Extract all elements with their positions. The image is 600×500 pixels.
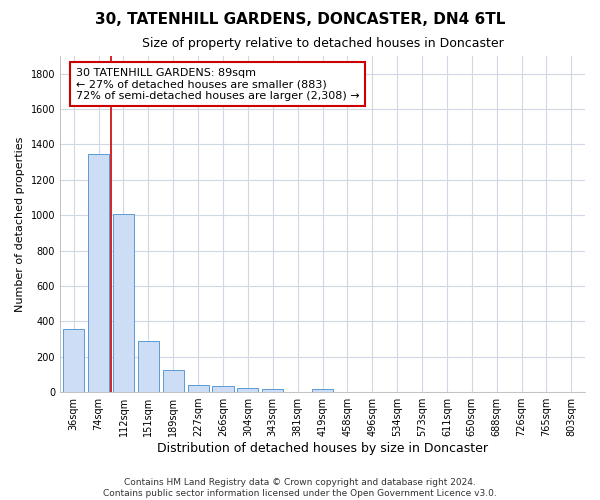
Bar	[88, 154, 109, 392]
X-axis label: Distribution of detached houses by size in Doncaster: Distribution of detached houses by size …	[157, 442, 488, 455]
Bar	[238, 388, 259, 392]
Title: Size of property relative to detached houses in Doncaster: Size of property relative to detached ho…	[142, 38, 503, 51]
Bar	[138, 341, 159, 392]
Text: 30 TATENHILL GARDENS: 89sqm
← 27% of detached houses are smaller (883)
72% of se: 30 TATENHILL GARDENS: 89sqm ← 27% of det…	[76, 68, 359, 101]
Text: 30, TATENHILL GARDENS, DONCASTER, DN4 6TL: 30, TATENHILL GARDENS, DONCASTER, DN4 6T…	[95, 12, 505, 28]
Bar	[63, 330, 84, 392]
Text: Contains HM Land Registry data © Crown copyright and database right 2024.
Contai: Contains HM Land Registry data © Crown c…	[103, 478, 497, 498]
Y-axis label: Number of detached properties: Number of detached properties	[15, 136, 25, 312]
Bar	[113, 214, 134, 392]
Bar	[188, 384, 209, 392]
Bar	[163, 370, 184, 392]
Bar	[212, 386, 233, 392]
Bar	[312, 388, 333, 392]
Bar	[262, 388, 283, 392]
